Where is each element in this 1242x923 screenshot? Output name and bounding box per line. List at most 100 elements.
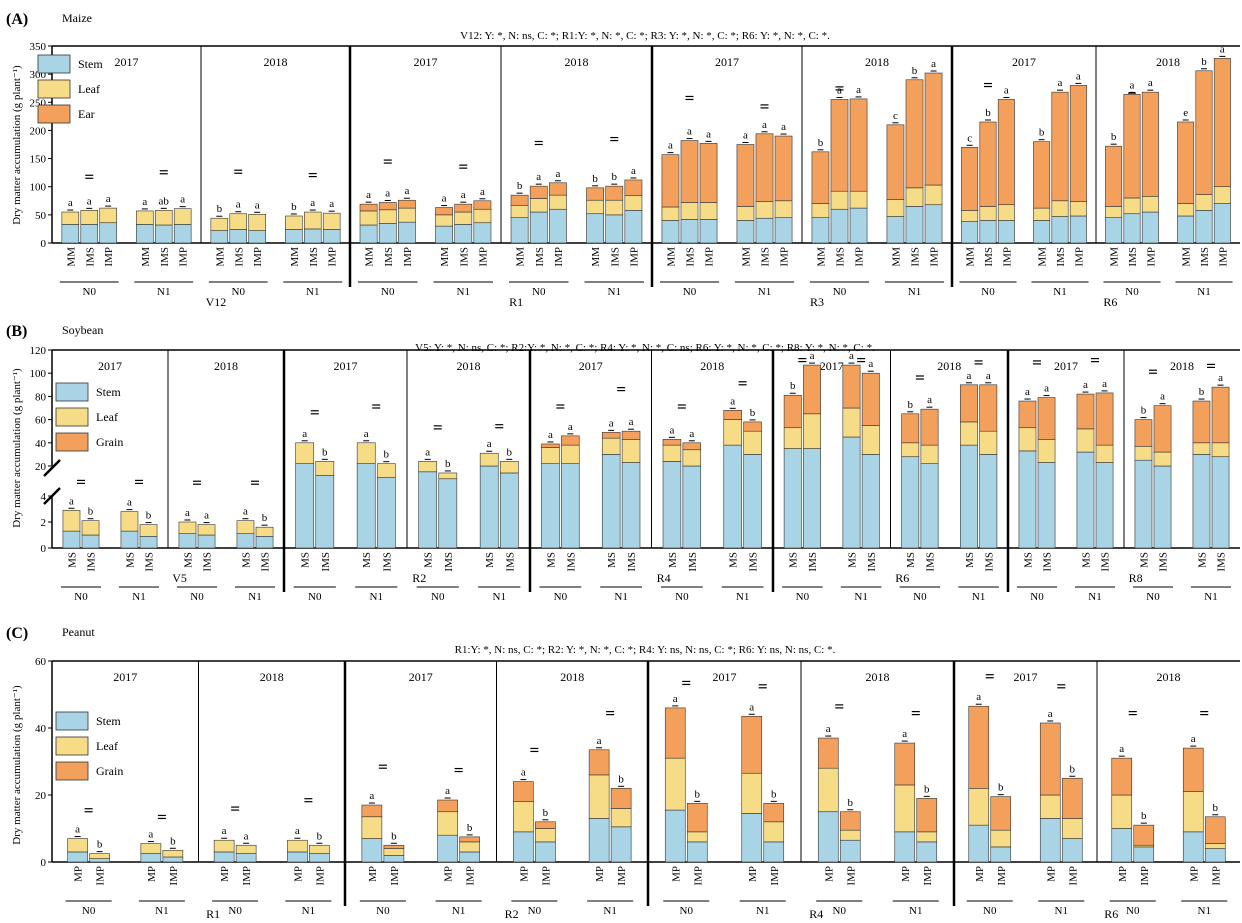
bar-segment-stem	[322, 229, 341, 244]
treatment-label: IMP	[922, 866, 934, 886]
treatment-label: MS	[545, 552, 557, 568]
treatment-label: MM	[1181, 247, 1193, 267]
bar-segment-stem	[287, 851, 308, 863]
significance-letter: b	[848, 797, 854, 809]
bar-segment-leaf	[1051, 200, 1069, 217]
n-level-label: N0	[796, 591, 810, 603]
bar-segment-leaf	[80, 210, 99, 225]
bar-segment-top	[398, 199, 416, 209]
bar-segment-leaf	[605, 199, 624, 216]
bar-segment-stem	[803, 448, 821, 549]
bar-segment-stem	[438, 478, 458, 549]
significance-letter: b	[924, 783, 930, 795]
significance-letter: b	[618, 773, 624, 785]
bar-segment-stem	[315, 474, 335, 549]
significance-letter: a	[521, 767, 526, 779]
bar-segment-top	[1111, 757, 1133, 796]
significance-letter: a	[255, 199, 260, 211]
treatment-label: MM	[364, 247, 376, 267]
bar-segment-top	[588, 749, 610, 776]
bar-segment-stem	[1123, 213, 1141, 244]
bar-segment-stem	[356, 463, 376, 549]
bar-segment-top	[979, 121, 997, 207]
bar-segment-top	[1192, 400, 1211, 444]
bar-segment-top	[1213, 58, 1231, 188]
n-level-label: N0	[228, 905, 242, 917]
bar-segment-leaf	[1134, 445, 1153, 461]
bar-segment-top	[743, 421, 762, 432]
bar-segment-top	[1069, 85, 1087, 202]
bar-segment-leaf	[435, 214, 453, 227]
bar-segment-top	[535, 821, 556, 829]
n-level-label: N1	[608, 286, 621, 298]
n-level-label: N0	[82, 905, 96, 917]
bar-segment-leaf	[1033, 207, 1051, 221]
treatment-label: MP	[367, 866, 379, 882]
bar-segment-stem	[920, 463, 939, 549]
bar-segment-top	[960, 384, 978, 423]
bar-segment-stem	[437, 834, 458, 863]
bar-segment-top	[979, 384, 998, 432]
bar-segment-leaf	[285, 215, 303, 230]
bar-segment-stem	[588, 818, 610, 863]
n-level-label: N1	[493, 591, 506, 603]
bar-segment-top	[736, 144, 755, 207]
legend-label: Grain	[96, 764, 123, 778]
y-tick-label: 100	[30, 182, 47, 194]
bar-segment-top	[1105, 145, 1123, 207]
y-tick-label: 100	[30, 368, 47, 380]
bar-segment-leaf	[235, 844, 257, 854]
significance-letter: ab	[159, 195, 170, 207]
y-tick-label: 0	[41, 543, 47, 555]
bar-segment-leaf	[154, 210, 173, 226]
bar-segment-stem	[1037, 462, 1056, 549]
bar-segment-stem	[1213, 203, 1231, 244]
bar-segment-top	[454, 203, 473, 213]
n-level-label: N1	[1055, 905, 1068, 917]
bar-segment-stem	[248, 230, 266, 244]
treatment-label: IMP	[1067, 866, 1079, 886]
n-level-label: N1	[370, 591, 383, 603]
legend-label: Leaf	[96, 410, 118, 424]
bar-segment-leaf	[736, 206, 755, 221]
bar-segment-top	[1076, 393, 1095, 430]
bar-segment-top	[361, 804, 383, 818]
bar-segment-top	[621, 430, 641, 440]
treatment-label: IMP	[1217, 247, 1229, 267]
bar-segment-stem	[960, 444, 978, 549]
bar-segment-leaf	[139, 524, 158, 537]
bar-segment-stem	[510, 217, 529, 244]
bar-segment-leaf	[197, 524, 216, 536]
significance-letter: b	[543, 807, 549, 819]
bar-segment-leaf	[309, 844, 330, 854]
n-level-label: N0	[554, 591, 568, 603]
stage-label: V5	[172, 571, 187, 585]
bar-segment-leaf	[287, 839, 308, 853]
treatment-label: IMS	[760, 247, 772, 267]
significance-letter: b	[1213, 802, 1219, 814]
year-label: 2017	[113, 670, 137, 684]
bar-segment-leaf	[916, 831, 938, 843]
n-level-label: N1	[614, 591, 627, 603]
significance-letter: a	[310, 197, 315, 209]
bar-segment-stem	[255, 535, 274, 549]
significance-letter: a	[369, 790, 374, 802]
significance-letter: a	[902, 728, 907, 740]
treatment-label: IMS	[866, 552, 878, 572]
bar-segment-leaf	[803, 413, 821, 449]
bar-segment-leaf	[839, 829, 861, 841]
bar-segment-stem	[1141, 211, 1159, 244]
bar-segment-leaf	[1105, 206, 1123, 218]
significance-letter: a	[730, 395, 735, 407]
bar-segment-stem	[763, 841, 785, 863]
bar-segment-leaf	[162, 849, 184, 858]
bar-segment-stem	[213, 851, 235, 863]
panel-peanut: (C) Peanut R1:Y: *, N: ns, C: *; R2: Y: *,…	[6, 625, 1240, 921]
bar-segment-stem	[309, 853, 330, 863]
bar-segment-stem	[817, 811, 839, 863]
treatment-label: MP	[1117, 866, 1129, 882]
treatment-label: IMP	[692, 866, 704, 886]
treatment-label: IMP	[540, 866, 552, 886]
significance-letter: b	[771, 788, 777, 800]
treatment-label: MP	[974, 866, 986, 882]
